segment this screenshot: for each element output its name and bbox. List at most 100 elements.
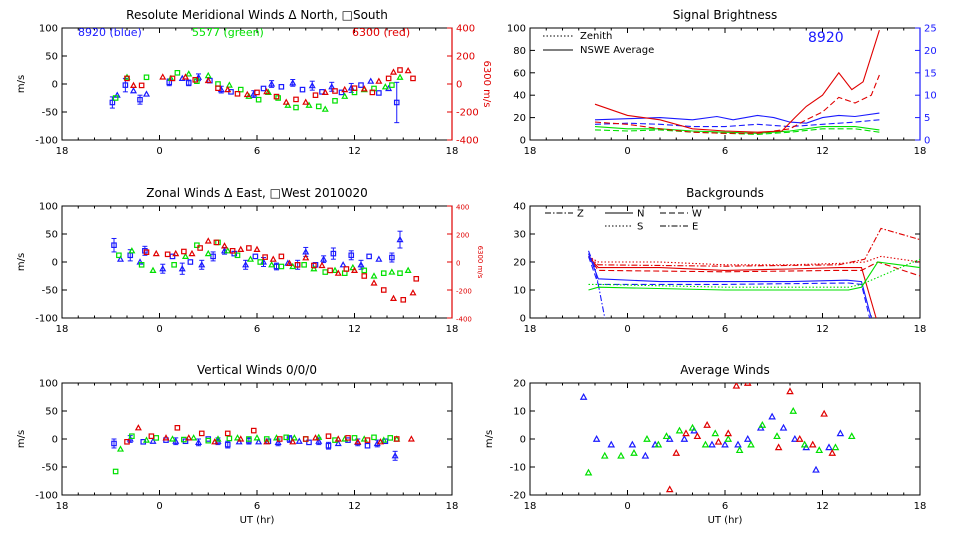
y-tick-label: -10 xyxy=(510,463,526,474)
data-point xyxy=(254,89,260,96)
chart-title: Vertical Winds 0/0/0 xyxy=(197,363,317,377)
triangle-marker xyxy=(224,247,232,254)
x-tick-label: 6 xyxy=(254,324,260,335)
data-point xyxy=(654,440,663,448)
triangle-marker xyxy=(162,434,170,441)
data-point xyxy=(812,465,820,473)
square-marker xyxy=(332,437,338,443)
triangle-marker xyxy=(847,432,856,440)
triangle-marker xyxy=(654,440,663,448)
data-point xyxy=(334,269,342,276)
square-marker xyxy=(111,242,117,249)
data-point xyxy=(188,249,196,257)
y-tick-label: 0 xyxy=(52,258,58,269)
square-marker xyxy=(312,92,319,99)
data-point xyxy=(214,435,222,442)
triangle-marker xyxy=(682,429,690,437)
data-point xyxy=(701,440,710,448)
triangle-marker xyxy=(168,435,177,442)
right-tick-label: -400 xyxy=(456,136,479,147)
data-point xyxy=(311,434,320,441)
data-point xyxy=(185,70,193,77)
data-point xyxy=(129,86,138,94)
series-line-6300-z xyxy=(588,255,920,266)
triangle-marker xyxy=(185,434,193,441)
data-point xyxy=(361,267,368,274)
x-tick-label: 18 xyxy=(524,501,537,512)
data-point xyxy=(302,436,309,442)
data-point xyxy=(263,438,271,445)
data-point xyxy=(370,272,378,279)
triangle-marker xyxy=(237,435,245,442)
square-marker xyxy=(322,269,329,275)
x-tick-label: 0 xyxy=(624,146,630,157)
data-point xyxy=(285,259,294,266)
data-point xyxy=(321,88,329,96)
data-point xyxy=(322,269,329,275)
data-point xyxy=(768,412,776,420)
data-point xyxy=(721,440,729,448)
x-tick-label: 12 xyxy=(348,146,361,157)
y-tick-label: 0 xyxy=(52,435,58,446)
square-marker xyxy=(187,259,194,265)
y-axis-label: m/s xyxy=(16,253,27,271)
triangle-marker xyxy=(334,435,342,442)
data-point xyxy=(320,255,328,264)
square-marker xyxy=(311,262,317,269)
data-point xyxy=(672,448,681,456)
triangle-marker xyxy=(289,79,297,86)
legend-label: N xyxy=(637,209,644,220)
data-point xyxy=(198,259,206,270)
data-point xyxy=(252,253,259,260)
square-marker xyxy=(252,253,259,260)
triangle-marker xyxy=(584,468,593,476)
triangle-marker xyxy=(302,98,310,105)
square-marker xyxy=(224,430,231,437)
y-tick-label: 40 xyxy=(513,91,526,102)
square-marker xyxy=(124,75,130,82)
triangle-marker xyxy=(747,440,755,448)
data-point xyxy=(795,434,804,442)
data-point xyxy=(404,66,412,74)
data-point xyxy=(253,245,261,252)
triangle-marker xyxy=(376,438,385,445)
data-point xyxy=(293,96,299,103)
data-point xyxy=(360,435,368,442)
data-point xyxy=(836,429,845,437)
data-point xyxy=(168,435,177,442)
data-point xyxy=(779,423,788,431)
data-point xyxy=(334,439,342,447)
y-tick-label: 0 xyxy=(520,435,526,446)
square-marker xyxy=(294,262,301,268)
square-marker xyxy=(325,442,332,449)
data-point xyxy=(204,237,212,244)
data-point xyxy=(260,85,267,92)
square-marker xyxy=(143,249,150,256)
data-point xyxy=(138,262,145,268)
x-tick-label: 6 xyxy=(722,501,728,512)
y-tick-label: -100 xyxy=(35,314,58,325)
triangle-marker xyxy=(334,269,342,276)
triangle-marker xyxy=(779,423,788,431)
triangle-marker xyxy=(310,264,318,272)
square-marker xyxy=(234,252,241,259)
square-marker xyxy=(174,69,181,76)
data-point xyxy=(264,88,272,96)
y-tick-label: -50 xyxy=(42,108,58,119)
data-point xyxy=(592,434,601,442)
triangle-marker xyxy=(302,248,310,255)
data-point xyxy=(735,446,744,454)
square-marker xyxy=(234,90,241,97)
triangle-marker xyxy=(404,66,412,74)
triangle-marker xyxy=(225,81,233,88)
triangle-marker xyxy=(800,440,809,448)
data-point xyxy=(210,251,216,262)
triangle-marker xyxy=(315,437,323,444)
data-point xyxy=(680,434,689,442)
data-point xyxy=(387,435,394,441)
triangle-marker xyxy=(641,451,650,459)
square-marker xyxy=(345,435,351,441)
data-point xyxy=(808,440,817,448)
right-tick-label: 20 xyxy=(924,46,937,57)
triangle-marker xyxy=(290,434,298,441)
